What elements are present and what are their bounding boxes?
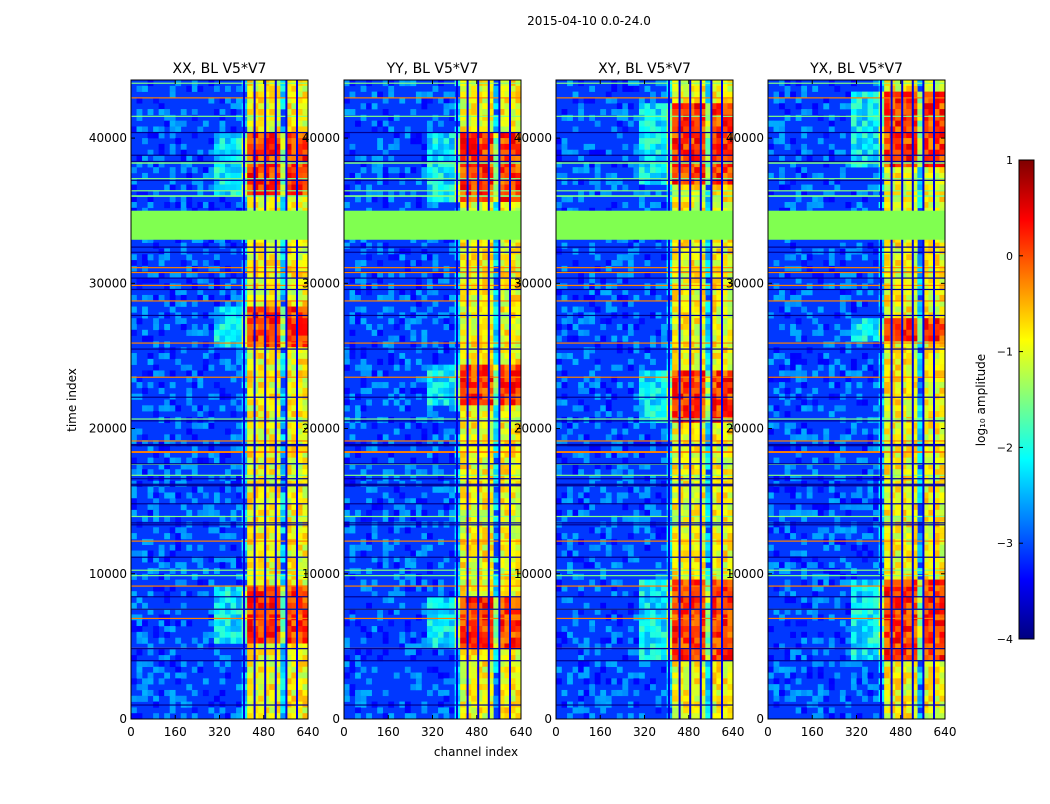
heatmap-image bbox=[768, 80, 945, 719]
y-tick-label: 10000 bbox=[726, 567, 764, 581]
x-axis-label: channel index bbox=[434, 745, 518, 759]
x-tick-label: 640 bbox=[722, 725, 745, 739]
y-tick-label: 10000 bbox=[89, 567, 127, 581]
figure-title: 2015-04-10 0.0-24.0 bbox=[527, 14, 651, 28]
colorbar-tick-label: 1 bbox=[1006, 154, 1013, 167]
y-tick-label: 30000 bbox=[89, 276, 127, 290]
panel-1: YY, BL V5*V7 0 160 320 480 640 0 10000 20000 3000… bbox=[302, 61, 533, 739]
y-tick-label: 20000 bbox=[514, 422, 552, 436]
y-tick-label: 40000 bbox=[514, 131, 552, 145]
y-tick-label: 30000 bbox=[302, 276, 340, 290]
y-tick-label: 0 bbox=[544, 712, 552, 726]
x-tick-label: 0 bbox=[127, 725, 135, 739]
y-tick-label: 10000 bbox=[302, 567, 340, 581]
x-tick-label: 320 bbox=[208, 725, 231, 739]
y-tick-label: 20000 bbox=[89, 422, 127, 436]
y-tick-label: 10000 bbox=[514, 567, 552, 581]
y-tick-label: 20000 bbox=[302, 422, 340, 436]
y-tick-label: 40000 bbox=[302, 131, 340, 145]
x-tick-label: 160 bbox=[164, 725, 187, 739]
x-tick-label: 480 bbox=[677, 725, 700, 739]
x-tick-label: 640 bbox=[510, 725, 533, 739]
x-tick-label: 0 bbox=[764, 725, 772, 739]
y-tick-label: 30000 bbox=[726, 276, 764, 290]
x-tick-label: 480 bbox=[465, 725, 488, 739]
colorbar: 1 0 −1 −2 −3 −4 log₁₀ amplitude bbox=[974, 154, 1034, 646]
colorbar-tick-label: −2 bbox=[997, 441, 1013, 454]
panel-title: XX, BL V5*V7 bbox=[173, 61, 267, 77]
panel-title: YY, BL V5*V7 bbox=[386, 61, 479, 77]
y-tick-label: 0 bbox=[119, 712, 127, 726]
y-tick-label: 40000 bbox=[726, 131, 764, 145]
y-tick-label: 40000 bbox=[89, 131, 127, 145]
colorbar-tick-label: 0 bbox=[1006, 250, 1013, 263]
x-tick-label: 160 bbox=[801, 725, 824, 739]
x-tick-label: 0 bbox=[340, 725, 348, 739]
x-tick-label: 0 bbox=[552, 725, 560, 739]
x-tick-label: 160 bbox=[377, 725, 400, 739]
y-axis-label: time index bbox=[65, 368, 79, 432]
panel-title: YX, BL V5*V7 bbox=[809, 61, 903, 77]
panel-2: XY, BL V5*V7 0 160 320 480 640 0 10000 20000 3000… bbox=[514, 61, 745, 739]
x-tick-label: 320 bbox=[421, 725, 444, 739]
colorbar-tick-label: −3 bbox=[997, 537, 1013, 550]
y-tick-label: 0 bbox=[756, 712, 764, 726]
y-tick-label: 0 bbox=[332, 712, 340, 726]
heatmap-image bbox=[344, 80, 521, 719]
x-tick-label: 320 bbox=[633, 725, 656, 739]
panel-0: XX, BL V5*V7 0 160 320 480 640 0 10000 20000 3000… bbox=[89, 61, 320, 739]
x-tick-label: 160 bbox=[589, 725, 612, 739]
colorbar-label: log₁₀ amplitude bbox=[974, 354, 988, 446]
colorbar-gradient bbox=[1019, 160, 1034, 639]
colorbar-tick-label: −1 bbox=[997, 346, 1013, 359]
x-tick-label: 480 bbox=[889, 725, 912, 739]
x-tick-label: 640 bbox=[934, 725, 957, 739]
x-tick-label: 480 bbox=[252, 725, 275, 739]
heatmap-image bbox=[131, 80, 308, 719]
heatmap-image bbox=[556, 80, 733, 719]
x-tick-label: 320 bbox=[845, 725, 868, 739]
x-tick-label: 640 bbox=[297, 725, 320, 739]
panel-3: YX, BL V5*V7 0 160 320 480 640 0 10000 20000 3000… bbox=[726, 61, 957, 739]
colorbar-tick-label: −4 bbox=[997, 633, 1013, 646]
panel-title: XY, BL V5*V7 bbox=[598, 61, 691, 77]
y-tick-label: 30000 bbox=[514, 276, 552, 290]
y-tick-label: 20000 bbox=[726, 422, 764, 436]
